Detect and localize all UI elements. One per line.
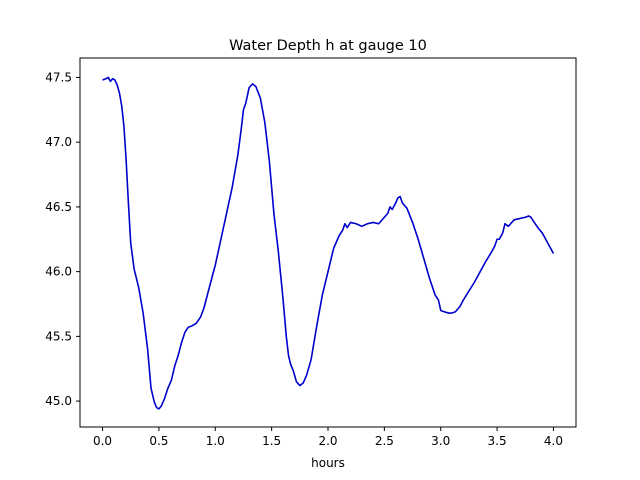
x-tick-label: 3.0 <box>431 434 450 448</box>
plot-frame <box>79 57 577 428</box>
x-tick-label: 2.5 <box>375 434 394 448</box>
x-tick-label: 2.0 <box>318 434 337 448</box>
plot-area <box>102 76 555 410</box>
y-tick-label: 46.5 <box>45 200 72 214</box>
y-tick-label: 45.0 <box>45 394 72 408</box>
x-tick-label: 3.5 <box>488 434 507 448</box>
x-tick-label: 1.5 <box>262 434 281 448</box>
y-tick-label: 47.0 <box>45 135 72 149</box>
x-axis: 0.0 0.5 1.0 1.5 2.0 2.5 3.0 3.5 4.0 <box>93 427 563 448</box>
water-depth-series-line <box>102 76 555 410</box>
x-tick-label: 1.0 <box>206 434 225 448</box>
y-tick-label: 45.5 <box>45 329 72 343</box>
x-axis-label: hours <box>311 456 345 470</box>
y-tick-label: 46.0 <box>45 265 72 279</box>
x-tick-label: 0.5 <box>149 434 168 448</box>
y-axis: 45.0 45.5 46.0 46.5 47.0 47.5 <box>45 70 80 408</box>
x-tick-label: 0.0 <box>93 434 112 448</box>
x-tick-label: 4.0 <box>544 434 563 448</box>
y-tick-label: 47.5 <box>45 70 72 84</box>
chart-title: Water Depth h at gauge 10 <box>229 38 427 54</box>
